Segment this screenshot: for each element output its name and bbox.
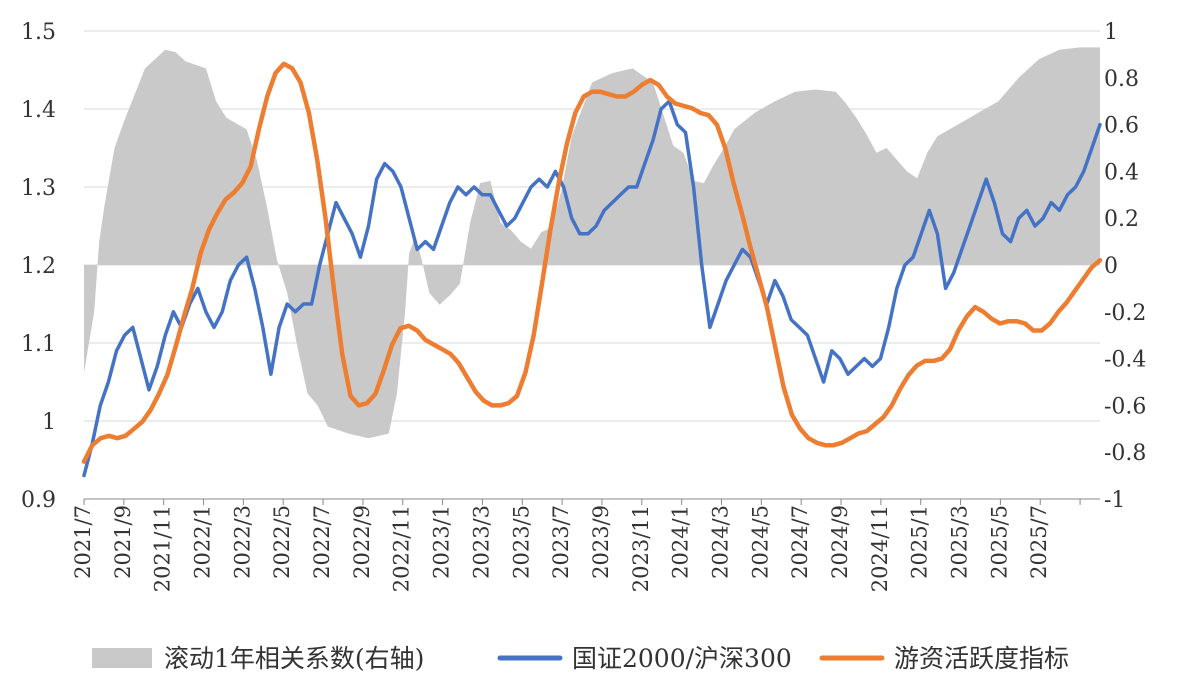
x-tick-label: 2024/5 (748, 505, 772, 579)
right-tick-label: 0.6 (1104, 114, 1139, 139)
right-tick-label: -0.4 (1104, 348, 1146, 373)
x-tick-label: 2022/3 (230, 505, 254, 579)
legend-label: 滚动1年相关系数(右轴) (164, 644, 424, 673)
left-axis-tick-labels: 0.9 1 1.1 1.2 1.3 1.4 1.5 (21, 20, 56, 513)
right-tick-label: 0.8 (1104, 67, 1139, 92)
axes (83, 498, 1100, 505)
x-tick-label: 2024/1 (669, 505, 693, 579)
x-tick-label: 2022/5 (270, 505, 294, 579)
left-tick-label: 0.9 (21, 488, 56, 513)
correlation-area (84, 47, 1100, 439)
x-tick-label: 2022/7 (310, 505, 334, 579)
x-tick-label: 2023/5 (509, 505, 533, 579)
x-tick-label: 2023/7 (549, 505, 573, 579)
right-tick-label: 1 (1104, 20, 1118, 45)
x-tick-label: 2022/11 (390, 505, 414, 592)
x-tick-label: 2021/11 (151, 505, 175, 592)
x-tick-label: 2023/3 (469, 505, 493, 579)
right-tick-label: -0.2 (1104, 301, 1146, 326)
x-tick-label: 2024/3 (709, 505, 733, 579)
right-tick-label: -1 (1104, 488, 1125, 513)
x-tick-label: 2021/7 (71, 505, 95, 579)
right-tick-label: 0.4 (1104, 160, 1139, 185)
right-tick-label: 0 (1104, 254, 1118, 279)
legend: 滚动1年相关系数(右轴) 国证2000/沪深300 游资活跃度指标 (92, 644, 1069, 673)
activity-line (81, 61, 1103, 464)
legend-swatch-correlation (92, 648, 152, 668)
x-tick-label: 2025/7 (1027, 505, 1051, 579)
x-tick-label: 2024/7 (788, 505, 812, 579)
x-tick-label: 2023/11 (629, 505, 653, 592)
x-tick-label: 2025/5 (987, 505, 1011, 579)
right-axis-tick-labels: -1 -0.8 -0.6 -0.4 -0.2 0 0.2 0.4 0.6 0.8 1 (1104, 20, 1146, 513)
left-tick-label: 1 (42, 410, 56, 435)
right-tick-label: -0.6 (1104, 394, 1146, 419)
x-tick-label: 2023/1 (430, 505, 454, 579)
series-lines (81, 61, 1103, 478)
left-tick-label: 1.1 (21, 332, 56, 357)
x-tick-label: 2024/9 (828, 505, 852, 579)
legend-label: 国证2000/沪深300 (572, 644, 792, 673)
x-tick-label: 2022/9 (350, 505, 374, 579)
x-tick-label: 2025/1 (908, 505, 932, 579)
left-tick-label: 1.3 (21, 176, 56, 201)
correlation-area-fill (84, 47, 1100, 439)
x-tick-label: 2025/3 (948, 505, 972, 579)
x-tick-label: 2023/9 (589, 505, 613, 579)
x-axis-tick-labels: 2021/7 2021/9 2021/11 2022/1 2022/3 2022/5 202… (71, 505, 1051, 592)
x-tick-label: 2022/1 (191, 505, 215, 579)
left-tick-label: 1.5 (21, 20, 56, 45)
right-tick-label: -0.8 (1104, 441, 1146, 466)
x-tick-label: 2024/11 (868, 505, 892, 592)
left-tick-label: 1.2 (21, 254, 56, 279)
legend-label: 游资活跃度指标 (894, 644, 1069, 673)
ratio-line (82, 99, 1102, 478)
left-tick-label: 1.4 (21, 98, 56, 123)
right-tick-label: 0.2 (1104, 207, 1139, 232)
x-tick-label: 2021/9 (111, 505, 135, 579)
